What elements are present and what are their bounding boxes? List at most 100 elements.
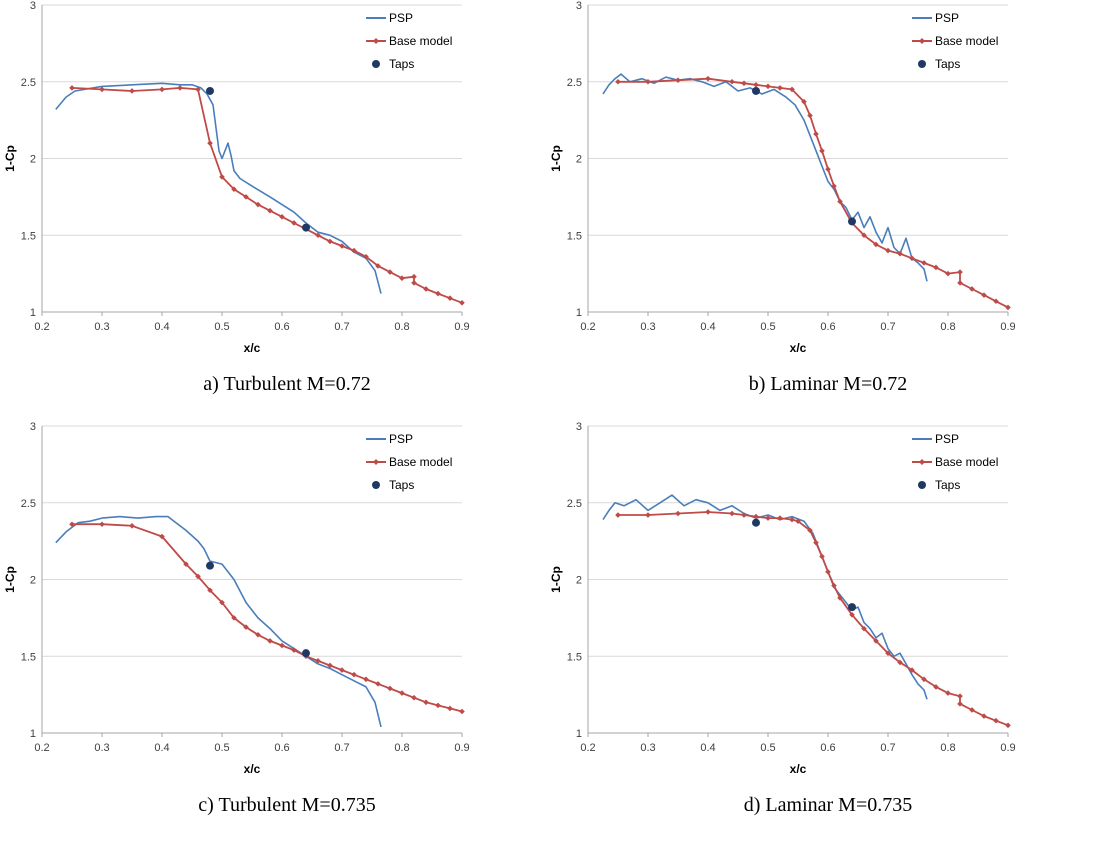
base-model-point bbox=[675, 510, 681, 517]
base-model-point bbox=[825, 166, 831, 173]
y-tick-label: 2 bbox=[30, 154, 36, 166]
base-model-point bbox=[753, 513, 759, 520]
base-model-point bbox=[195, 573, 201, 580]
base-model-point bbox=[177, 85, 183, 91]
base-model-point bbox=[447, 705, 453, 712]
base-model-point bbox=[897, 250, 903, 257]
base-model-point bbox=[315, 658, 321, 664]
base-model-point bbox=[957, 269, 963, 275]
x-tick-label: 0.5 bbox=[214, 742, 229, 754]
x-tick-label: 0.6 bbox=[274, 321, 289, 333]
base-model-point bbox=[813, 131, 819, 137]
base-model-point bbox=[909, 667, 915, 673]
y-tick-label: 3 bbox=[30, 421, 36, 433]
base-model-point bbox=[993, 717, 999, 724]
base-model-point bbox=[423, 286, 429, 292]
psp-series-line bbox=[55, 515, 382, 728]
y-tick-label: 1.5 bbox=[567, 230, 582, 242]
base-model-point bbox=[813, 539, 819, 546]
legend-base-model-marker bbox=[373, 459, 379, 465]
x-tick-label: 0.3 bbox=[94, 742, 109, 754]
x-tick-label: 0.8 bbox=[394, 742, 409, 754]
base-model-point bbox=[327, 238, 333, 245]
taps-point bbox=[206, 86, 214, 95]
base-model-point bbox=[129, 522, 135, 529]
base-model-point bbox=[831, 183, 837, 189]
base-model-point bbox=[411, 280, 417, 286]
base-model-point bbox=[399, 275, 405, 282]
chart-panel-c: 1 1.5 2 2.5 3 0.2 0.3 0.4 0.5 0.6 0.7 0.8 0.9 x/c 1-Cp… bbox=[0, 421, 546, 842]
base-model-point bbox=[615, 78, 621, 85]
base-model-point bbox=[459, 708, 465, 715]
x-tick-label: 0.3 bbox=[640, 742, 655, 754]
chart-caption: d) Laminar M=0.735 bbox=[743, 794, 913, 816]
x-tick-label: 0.7 bbox=[880, 742, 895, 754]
base-model-point bbox=[339, 667, 345, 673]
base-model-point bbox=[207, 140, 213, 146]
legend-label: Taps bbox=[935, 57, 960, 71]
base-model-point bbox=[387, 685, 393, 692]
y-tick-label: 1.5 bbox=[21, 651, 36, 663]
base-model-point bbox=[243, 194, 249, 200]
y-tick-label: 3 bbox=[576, 421, 582, 433]
y-axis-title: 1-Cp bbox=[549, 145, 563, 172]
y-tick-label: 3 bbox=[576, 0, 582, 12]
y-tick-label: 1 bbox=[576, 728, 582, 740]
base-model-point bbox=[255, 201, 261, 208]
y-tick-label: 1 bbox=[30, 307, 36, 319]
base-model-point bbox=[957, 693, 963, 699]
x-tick-label: 0.2 bbox=[580, 742, 595, 754]
base-model-point bbox=[765, 83, 771, 90]
base-model-point bbox=[411, 694, 417, 701]
legend-label: Taps bbox=[389, 478, 414, 492]
y-tick-label: 2 bbox=[576, 154, 582, 166]
base-model-point bbox=[267, 207, 273, 214]
legend-taps-swatch bbox=[918, 481, 926, 489]
base-model-point bbox=[435, 290, 441, 297]
base-model-point bbox=[363, 676, 369, 683]
x-axis-title: x/c bbox=[790, 341, 807, 355]
base-model-point bbox=[729, 78, 735, 85]
base-model-point bbox=[291, 647, 297, 653]
base-model-point bbox=[267, 638, 273, 644]
y-tick-label: 2 bbox=[576, 575, 582, 587]
base-model-point bbox=[885, 650, 891, 656]
y-axis-title: 1-Cp bbox=[549, 566, 563, 593]
base-model-point bbox=[753, 82, 759, 88]
base-model-point bbox=[807, 112, 813, 119]
taps-point bbox=[206, 561, 214, 570]
psp-series-line bbox=[602, 73, 928, 282]
base-model-point bbox=[645, 512, 651, 518]
legend-label: PSP bbox=[389, 11, 413, 25]
base-model-point bbox=[195, 86, 201, 93]
base-model-point bbox=[933, 684, 939, 690]
base-model-point bbox=[219, 174, 225, 180]
y-tick-label: 3 bbox=[30, 0, 36, 12]
taps-point bbox=[752, 86, 760, 95]
base-model-point bbox=[69, 85, 75, 91]
base-model-point bbox=[327, 662, 333, 669]
legend-label: Base model bbox=[389, 455, 452, 469]
x-tick-label: 0.4 bbox=[154, 742, 169, 754]
legend-taps-swatch bbox=[918, 60, 926, 68]
legend-label: Base model bbox=[935, 455, 998, 469]
base-model-point bbox=[837, 595, 843, 601]
base-model-point bbox=[279, 642, 285, 649]
taps-point bbox=[848, 217, 856, 226]
x-tick-label: 0.4 bbox=[700, 742, 715, 754]
base-model-point bbox=[705, 509, 711, 515]
x-tick-label: 0.8 bbox=[940, 742, 955, 754]
base-model-point bbox=[795, 518, 801, 524]
x-tick-label: 0.3 bbox=[94, 321, 109, 333]
legend-base-model-marker bbox=[919, 459, 925, 465]
chart-b: 1 1.5 2 2.5 3 0.2 0.3 0.4 0.5 0.6 0.7 0.8 0.9 x/c 1-Cp… bbox=[549, 0, 1016, 355]
base-model-point bbox=[243, 624, 249, 630]
base-model-point bbox=[1005, 722, 1011, 729]
x-tick-label: 0.4 bbox=[700, 321, 715, 333]
legend-label: PSP bbox=[935, 11, 959, 25]
y-tick-label: 1.5 bbox=[21, 230, 36, 242]
legend-base-model-marker bbox=[919, 38, 925, 44]
base-model-point bbox=[279, 214, 285, 220]
base-model-point bbox=[459, 299, 465, 306]
base-model-point bbox=[351, 247, 357, 254]
